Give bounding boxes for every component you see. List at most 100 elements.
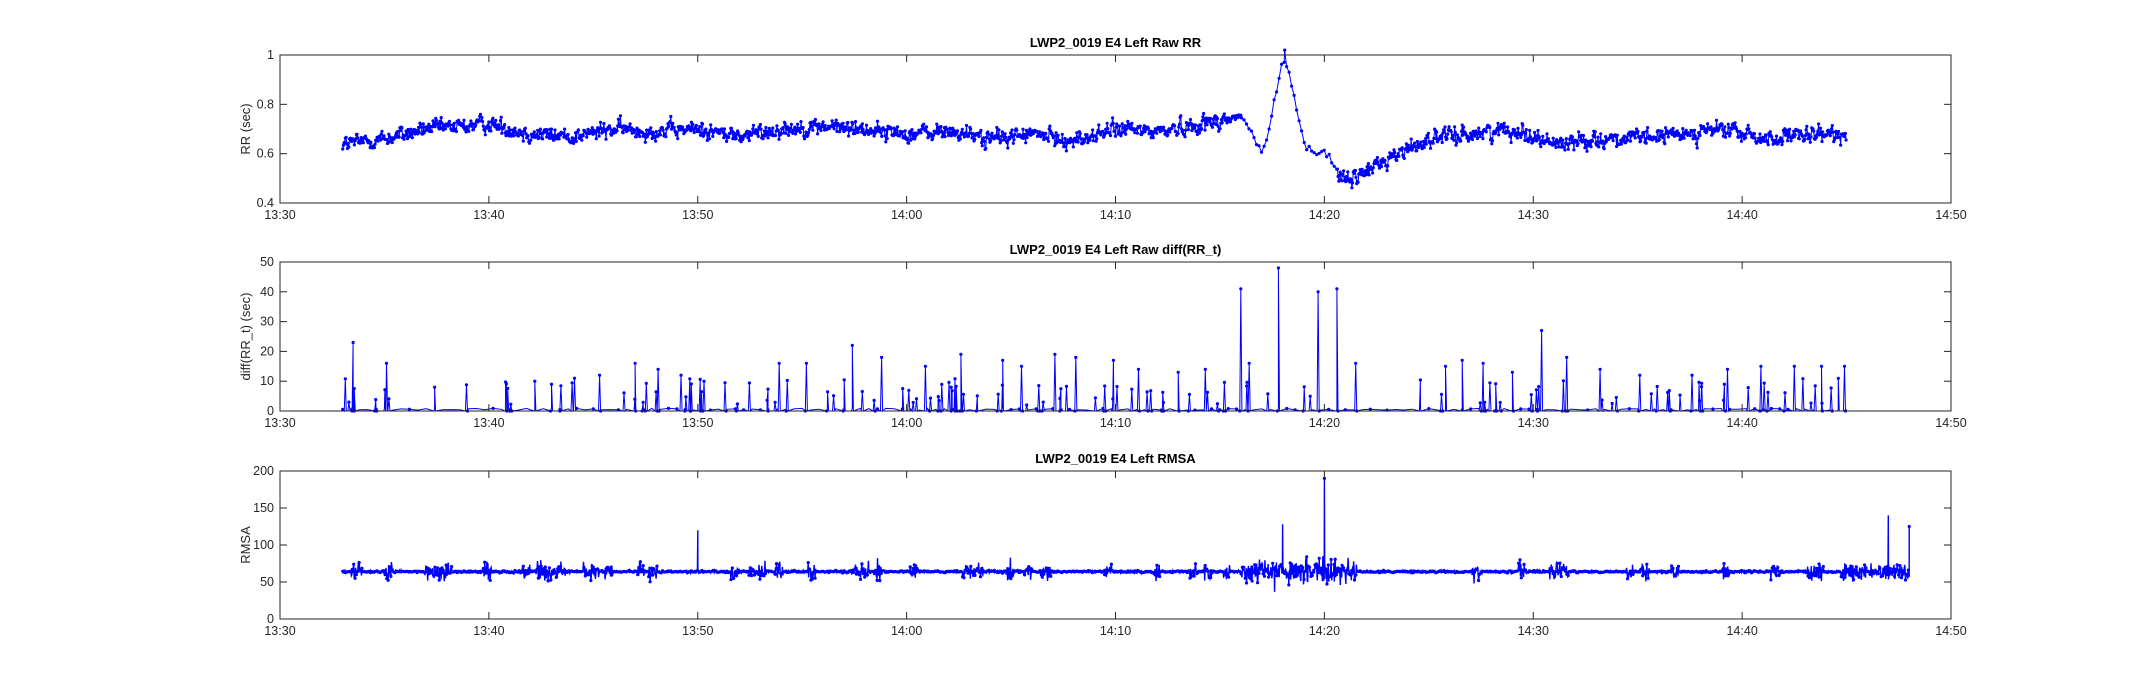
data-point (1190, 128, 1194, 133)
data-point (439, 116, 443, 120)
data-point (1821, 564, 1825, 569)
data-point (1215, 402, 1219, 406)
data-point (1327, 407, 1331, 411)
data-point (1861, 569, 1865, 573)
data-point (867, 132, 871, 136)
data-point (654, 130, 658, 134)
data-point (1758, 132, 1762, 136)
data-point (728, 570, 732, 574)
data-point (722, 127, 727, 131)
data-point (1210, 407, 1214, 411)
data-point (1676, 564, 1681, 568)
data-point (1176, 132, 1180, 136)
data-point (1560, 142, 1564, 146)
data-point (1052, 134, 1056, 138)
data-point (666, 406, 671, 410)
data-point (1675, 571, 1679, 575)
data-point (1768, 130, 1772, 134)
data-point (880, 355, 884, 359)
data-point (1006, 146, 1010, 150)
data-point (871, 129, 876, 133)
data-point (600, 130, 605, 134)
data-point (1562, 145, 1566, 149)
data-point (1155, 131, 1159, 135)
data-point (709, 123, 713, 127)
data-point (1267, 127, 1271, 131)
data-point (1657, 138, 1661, 142)
data-point (1459, 129, 1464, 133)
data-point (1759, 364, 1763, 368)
data-point (1446, 132, 1450, 136)
data-point (1251, 570, 1255, 574)
data-point (1025, 567, 1029, 571)
data-point (812, 570, 816, 574)
data-point (1470, 137, 1475, 142)
data-point (1581, 133, 1586, 138)
data-point (875, 407, 880, 411)
data-point (352, 143, 356, 147)
data-point (901, 387, 905, 391)
data-point (506, 386, 510, 391)
data-point (1801, 134, 1805, 138)
data-point (1454, 143, 1458, 147)
data-point (1559, 574, 1563, 579)
data-point (1402, 156, 1406, 160)
data-point (799, 120, 803, 124)
data-point (1197, 131, 1201, 135)
data-point (1769, 406, 1773, 411)
data-point (1838, 136, 1842, 140)
data-point (1269, 570, 1273, 574)
data-point (480, 116, 484, 120)
data-point (1245, 384, 1249, 388)
data-point (755, 132, 759, 136)
data-point (1039, 571, 1043, 575)
data-point (1728, 131, 1732, 135)
data-point (498, 126, 502, 130)
data-point (763, 572, 768, 576)
data-point (554, 575, 558, 580)
data-point (432, 121, 436, 125)
y-tick-label: 40 (260, 285, 274, 299)
data-point (1192, 574, 1196, 578)
y-tick-label: 0 (267, 404, 274, 418)
data-point (1553, 143, 1557, 147)
data-point (1155, 563, 1159, 568)
data-point (1242, 565, 1246, 569)
x-tick-label: 13:40 (473, 208, 504, 222)
data-point (447, 119, 452, 123)
data-point (807, 567, 812, 571)
data-point (745, 569, 750, 574)
data-point (997, 128, 1001, 132)
data-point (1254, 567, 1258, 571)
data-point (1324, 567, 1328, 571)
data-point (1239, 113, 1243, 117)
data-point (1894, 567, 1898, 571)
data-point (1891, 570, 1895, 574)
data-point (1593, 130, 1597, 134)
data-point (1298, 570, 1302, 574)
data-point (1812, 571, 1816, 575)
axes-box (279, 261, 1952, 412)
data-point (954, 384, 958, 388)
data-point (1799, 129, 1803, 133)
data-point (1843, 135, 1847, 139)
data-point (1352, 171, 1356, 175)
data-point (1097, 123, 1101, 127)
data-point (967, 568, 972, 573)
data-point (1460, 358, 1464, 362)
data-point (1462, 125, 1466, 129)
data-point (1074, 355, 1078, 359)
data-point (1747, 127, 1751, 131)
data-point (947, 131, 951, 135)
data-point (1524, 131, 1528, 135)
data-point (1774, 573, 1778, 578)
data-point (1029, 567, 1034, 571)
data-point (734, 137, 738, 141)
data-point (1146, 126, 1150, 130)
data-point (1527, 407, 1531, 411)
data-point (541, 137, 545, 141)
data-point (1628, 139, 1632, 143)
data-point (541, 572, 545, 576)
data-point (1385, 169, 1389, 173)
data-point (1671, 126, 1675, 130)
